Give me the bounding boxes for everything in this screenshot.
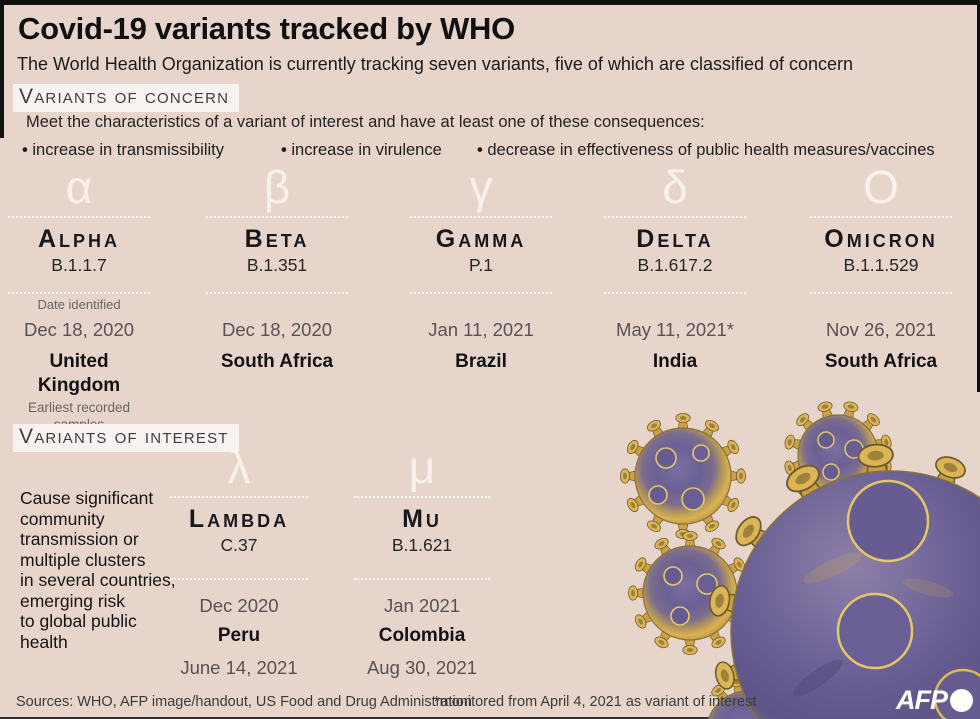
date-identified-label: [408, 296, 554, 316]
divider: [206, 292, 348, 294]
variant-country: South Africa: [824, 351, 938, 372]
greek-letter-beta: β: [263, 161, 291, 213]
variant-name: Beta: [244, 225, 310, 253]
variant-country: India: [652, 351, 698, 372]
variant-designated-date: June 14, 2021: [180, 657, 298, 678]
variant-name: Alpha: [37, 225, 121, 253]
variant-country: Brazil: [455, 351, 507, 372]
right-border: [977, 0, 980, 392]
variant-date: Nov 26, 2021: [825, 319, 937, 340]
variant-card-lambda: λ Lambda C.37 Dec 2020 Peru June 14, 202…: [168, 440, 310, 680]
variant-lineage: B.1.351: [246, 255, 308, 275]
variant-lineage: P.1: [468, 255, 493, 275]
divider: [410, 216, 552, 218]
divider: [604, 292, 746, 294]
afp-logo: AFP: [896, 685, 973, 716]
greek-letter-omicron: Ο: [863, 161, 899, 213]
variant-lineage: B.1.1.529: [843, 255, 919, 275]
variant-name: Mu: [402, 505, 442, 533]
variant-date: May 11, 2021*: [616, 319, 734, 340]
variant-card-beta: β Beta B.1.351 Dec 18, 2020 South Africa: [204, 160, 350, 374]
divider: [170, 578, 308, 580]
variant-date: Jan 11, 2021: [428, 319, 534, 340]
variant-name: Lambda: [188, 505, 290, 533]
variant-country: Peru: [217, 625, 261, 646]
variant-country: Colombia: [378, 625, 466, 646]
page-subtitle: The World Health Organization is current…: [17, 54, 854, 74]
variant-date: Dec 18, 2020: [23, 319, 135, 340]
variant-card-omicron: Ο Omicron B.1.1.529 Nov 26, 2021 South A…: [808, 160, 954, 374]
variant-name: Delta: [636, 225, 714, 253]
page-title: Covid-19 variants tracked by WHO: [18, 11, 515, 46]
variant-country: United Kingdom: [37, 351, 121, 396]
date-identified-label: [808, 296, 954, 316]
earliest-samples-note: Earliest recorded samples: [27, 400, 131, 432]
divider: [810, 216, 952, 218]
bullet-effectiveness: decrease in effectiveness of public heal…: [477, 141, 934, 160]
sources-text: Sources: WHO, AFP image/handout, US Food…: [16, 694, 472, 710]
divider: [8, 292, 150, 294]
date-identified-label: Date identified: [37, 297, 121, 312]
variant-date: Dec 18, 2020: [221, 319, 333, 340]
variant-card-delta: δ Delta B.1.617.2 May 11, 2021* India: [602, 160, 748, 374]
divider: [354, 496, 490, 498]
coronavirus-illustration: [619, 399, 980, 719]
date-identified-label: [204, 296, 350, 316]
bullet-transmissibility: increase in transmissibility: [22, 141, 224, 160]
variant-date: Jan 2021: [383, 595, 461, 616]
variant-card-gamma: γ Gamma P.1 Jan 11, 2021 Brazil: [408, 160, 554, 374]
variant-name: Omicron: [824, 225, 938, 253]
variant-lineage: B.1.1.7: [51, 255, 107, 275]
greek-letter-gamma: γ: [469, 161, 493, 213]
top-border: [0, 0, 980, 5]
divider: [410, 292, 552, 294]
variant-card-mu: μ Mu B.1.621 Jan 2021 Colombia Aug 30, 2…: [352, 440, 492, 680]
divider: [604, 216, 746, 218]
greek-letter-alpha: α: [65, 161, 93, 213]
variant-lineage: B.1.621: [391, 535, 453, 555]
bullet-virulence: increase in virulence: [281, 141, 441, 160]
date-identified-label: [602, 296, 748, 316]
section-label-interest: Variants of interest: [13, 424, 239, 452]
greek-letter-delta: δ: [662, 161, 688, 213]
divider: [170, 496, 308, 498]
variant-lineage: B.1.617.2: [637, 255, 713, 275]
variant-card-alpha: α Alpha B.1.1.7 Date identified Dec 18, …: [6, 160, 152, 432]
variant-country: South Africa: [220, 351, 334, 372]
afp-logo-text: AFP: [896, 685, 948, 715]
afp-logo-circle-icon: [950, 689, 973, 712]
footnote-text: *monitored from April 4, 2021 as variant…: [434, 694, 757, 710]
divider: [8, 216, 150, 218]
divider: [354, 578, 490, 580]
bottom-border: [0, 717, 980, 719]
interest-description: Cause significant community transmission…: [20, 488, 176, 652]
divider: [206, 216, 348, 218]
variant-name: Gamma: [435, 225, 527, 253]
variant-lineage: C.37: [220, 535, 258, 555]
left-border: [0, 0, 4, 138]
variant-designated-date: Aug 30, 2021: [366, 657, 478, 678]
variant-date: Dec 2020: [199, 595, 279, 616]
greek-letter-lambda: λ: [227, 441, 251, 493]
concern-intro: Meet the characteristics of a variant of…: [26, 113, 705, 131]
divider: [810, 292, 952, 294]
section-label-concern: Variants of concern: [13, 84, 240, 112]
greek-letter-mu: μ: [408, 441, 436, 493]
